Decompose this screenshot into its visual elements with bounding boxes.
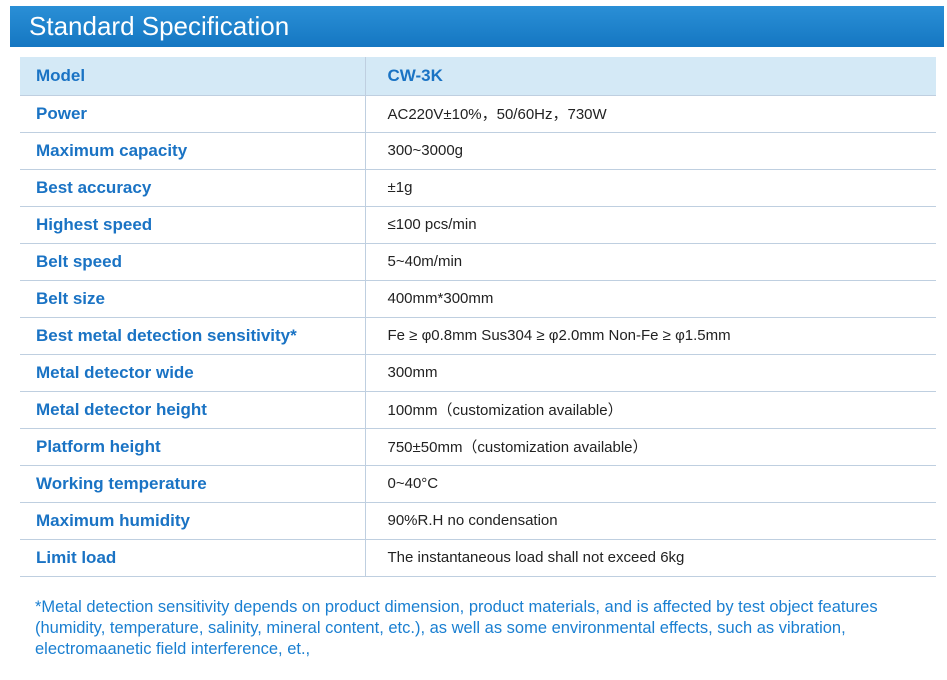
row-value: ±1g: [365, 169, 936, 207]
row-label: Maximum humidity: [20, 502, 366, 540]
table-row: Metal detector height 100mm（customizatio…: [20, 391, 936, 429]
row-value: 300~3000g: [365, 132, 936, 170]
model-label: Model: [20, 57, 366, 96]
row-value: ≤100 pcs/min: [365, 206, 936, 244]
table-row: Best accuracy ±1g: [20, 169, 936, 207]
row-value: 400mm*300mm: [365, 280, 936, 318]
table-row: Metal detector wide 300mm: [20, 354, 936, 392]
row-value: 750±50mm（customization available）: [365, 428, 936, 466]
table-header-row: Model CW-3K: [20, 57, 936, 96]
row-label: Platform height: [20, 428, 366, 466]
page-title: Standard Specification: [29, 11, 290, 41]
row-value: Fe ≥ φ0.8mm Sus304 ≥ φ2.0mm Non-Fe ≥ φ1.…: [365, 317, 936, 355]
row-label: Metal detector wide: [20, 354, 366, 392]
row-value: 0~40°C: [365, 465, 936, 503]
sensitivity-footnote: *Metal detection sensitivity depends on …: [35, 598, 878, 658]
row-label: Best metal detection sensitivity*: [20, 317, 366, 355]
row-label: Power: [20, 95, 366, 133]
spec-table: Model CW-3K Power AC220V±10%，50/60Hz，730…: [20, 57, 936, 577]
row-label: Belt size: [20, 280, 366, 318]
row-value: 5~40m/min: [365, 243, 936, 281]
row-label: Belt speed: [20, 243, 366, 281]
row-value: 100mm（customization available）: [365, 391, 936, 429]
table-row: Limit load The instantaneous load shall …: [20, 539, 936, 577]
row-label: Best accuracy: [20, 169, 366, 207]
table-row: Power AC220V±10%，50/60Hz，730W: [20, 95, 936, 133]
row-label: Maximum capacity: [20, 132, 366, 170]
row-label: Working temperature: [20, 465, 366, 503]
table-row: Maximum capacity 300~3000g: [20, 132, 936, 170]
table-row: Belt speed 5~40m/min: [20, 243, 936, 281]
row-value: AC220V±10%，50/60Hz，730W: [365, 95, 936, 133]
table-row: Best metal detection sensitivity* Fe ≥ φ…: [20, 317, 936, 355]
row-value: 90%R.H no condensation: [365, 502, 936, 540]
row-label: Limit load: [20, 539, 366, 577]
model-value: CW-3K: [365, 57, 936, 96]
table-row: Belt size 400mm*300mm: [20, 280, 936, 318]
row-label: Highest speed: [20, 206, 366, 244]
table-row: Platform height 750±50mm（customization a…: [20, 428, 936, 466]
table-row: Maximum humidity 90%R.H no condensation: [20, 502, 936, 540]
spec-header-bar: Standard Specification: [10, 6, 944, 47]
table-row: Working temperature 0~40°C: [20, 465, 936, 503]
row-value: The instantaneous load shall not exceed …: [365, 539, 936, 577]
row-label: Metal detector height: [20, 391, 366, 429]
table-row: Highest speed ≤100 pcs/min: [20, 206, 936, 244]
row-value: 300mm: [365, 354, 936, 392]
